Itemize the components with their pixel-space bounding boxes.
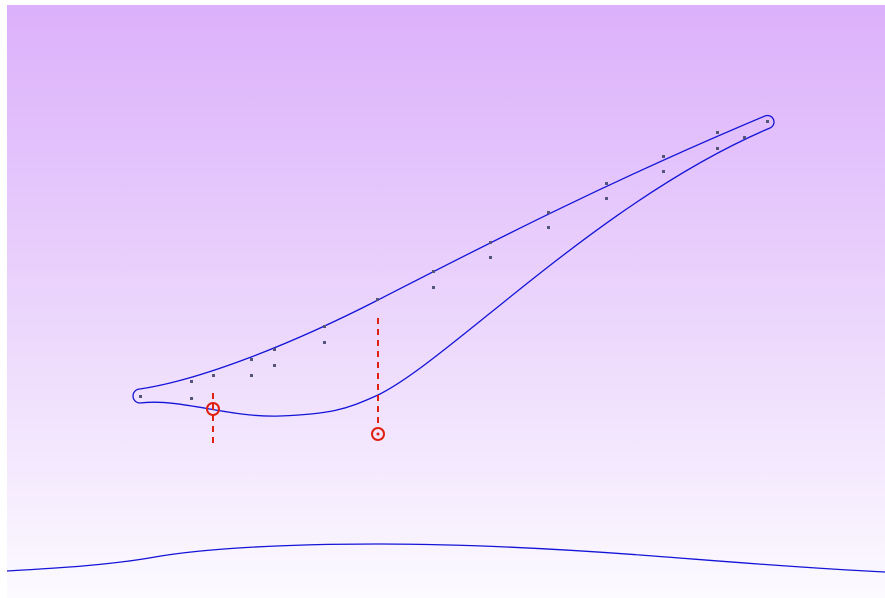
point bbox=[547, 226, 550, 229]
point bbox=[489, 256, 492, 259]
point bbox=[662, 170, 665, 173]
point bbox=[273, 348, 276, 351]
markers bbox=[206, 318, 385, 443]
point bbox=[489, 241, 492, 244]
marker-dot bbox=[376, 432, 380, 436]
point bbox=[273, 364, 276, 367]
point bbox=[212, 374, 215, 377]
point bbox=[323, 325, 326, 328]
hub-curve bbox=[6, 543, 885, 573]
point bbox=[716, 131, 719, 134]
point bbox=[605, 182, 608, 185]
leading-edge bbox=[132, 388, 141, 404]
trailing-edge bbox=[764, 114, 775, 129]
background bbox=[7, 5, 885, 598]
point bbox=[190, 380, 193, 383]
marker-circle bbox=[371, 427, 385, 441]
point bbox=[716, 147, 719, 150]
point bbox=[376, 298, 379, 301]
control-points bbox=[139, 120, 769, 400]
point bbox=[432, 286, 435, 289]
point bbox=[190, 397, 193, 400]
point bbox=[432, 270, 435, 273]
point bbox=[323, 341, 326, 344]
point bbox=[250, 374, 253, 377]
point bbox=[547, 211, 550, 214]
upper-curve bbox=[139, 115, 766, 390]
point bbox=[743, 136, 746, 139]
point bbox=[662, 155, 665, 158]
point bbox=[766, 120, 769, 123]
point bbox=[250, 358, 253, 361]
point bbox=[139, 395, 142, 398]
marker-circle bbox=[206, 402, 220, 416]
point bbox=[605, 197, 608, 200]
